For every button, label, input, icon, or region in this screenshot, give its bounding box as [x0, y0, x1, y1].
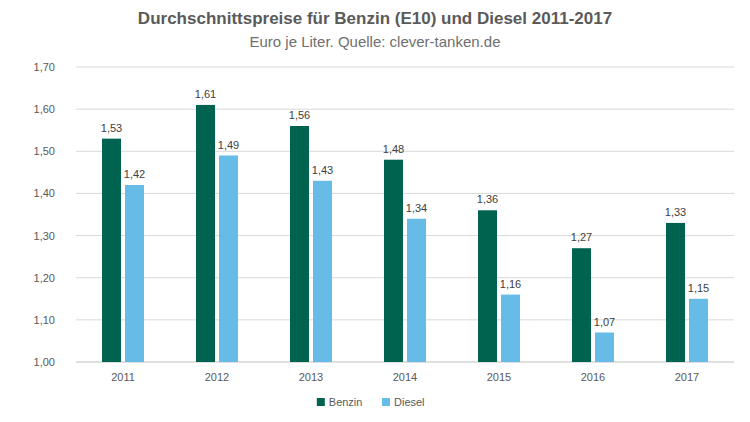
- data-label: 1,27: [571, 231, 592, 243]
- data-label: 1,34: [406, 202, 427, 214]
- grid: [76, 67, 734, 362]
- x-tick-label: 2014: [393, 371, 417, 383]
- data-label: 1,61: [195, 88, 216, 100]
- y-tick-label: 1,10: [34, 314, 55, 326]
- bar: [572, 248, 591, 362]
- y-tick-label: 1,50: [34, 145, 55, 157]
- bar: [666, 223, 685, 362]
- data-label: 1,49: [218, 139, 239, 151]
- bar: [219, 156, 238, 363]
- bar: [478, 210, 497, 362]
- bar: [196, 105, 215, 362]
- x-axis-line: [76, 362, 734, 363]
- data-label: 1,43: [312, 164, 333, 176]
- bar: [313, 181, 332, 362]
- data-label: 1,16: [500, 278, 521, 290]
- data-label: 1,07: [594, 316, 615, 328]
- x-tick-label: 2017: [675, 371, 699, 383]
- y-tick-label: 1,30: [34, 230, 55, 242]
- bar: [501, 295, 520, 362]
- legend-swatch: [317, 398, 325, 406]
- bar: [102, 139, 121, 362]
- legend: Benzin Diesel: [317, 396, 425, 408]
- data-labels: 1,53 1,61 1,56 1,48 1,36 1,27 1,33 1,42 1,49 1,43…: [101, 88, 709, 328]
- grid-line: [76, 277, 734, 278]
- bar: [125, 185, 144, 362]
- x-tick-label: 2012: [205, 371, 229, 383]
- grid-line: [76, 109, 734, 110]
- data-label: 1,56: [289, 109, 310, 121]
- x-tick-label: 2016: [581, 371, 605, 383]
- data-label: 1,15: [688, 282, 709, 294]
- chart: Durchschnittspreise für Benzin (E10) und…: [0, 0, 750, 422]
- grid-line: [76, 151, 734, 152]
- bars: [102, 105, 708, 362]
- data-label: 1,53: [101, 122, 122, 134]
- bar: [407, 219, 426, 362]
- grid-line: [76, 319, 734, 320]
- grid-line: [76, 67, 734, 68]
- y-tick-label: 1,60: [34, 103, 55, 115]
- data-label: 1,48: [383, 143, 404, 155]
- x-tick-label: 2015: [487, 371, 511, 383]
- grid-line: [76, 193, 734, 194]
- title: Durchschnittspreise für Benzin (E10) und…: [138, 9, 612, 28]
- bar: [689, 299, 708, 362]
- y-tick-label: 1,70: [34, 61, 55, 73]
- legend-label: Diesel: [394, 396, 425, 408]
- bar: [290, 126, 309, 362]
- subtitle: Euro je Liter. Quelle: clever-tanken.de: [250, 33, 501, 50]
- grid-line: [76, 235, 734, 236]
- bar: [384, 160, 403, 362]
- x-tick-label: 2011: [111, 371, 135, 383]
- legend-label: Benzin: [329, 396, 363, 408]
- y-tick-label: 1,00: [34, 356, 55, 368]
- x-tick-label: 2013: [299, 371, 323, 383]
- legend-swatch: [382, 398, 390, 406]
- data-label: 1,42: [124, 168, 145, 180]
- y-tick-label: 1,40: [34, 187, 55, 199]
- bar: [595, 333, 614, 363]
- y-tick-label: 1,20: [34, 272, 55, 284]
- data-label: 1,33: [665, 206, 686, 218]
- data-label: 1,36: [477, 193, 498, 205]
